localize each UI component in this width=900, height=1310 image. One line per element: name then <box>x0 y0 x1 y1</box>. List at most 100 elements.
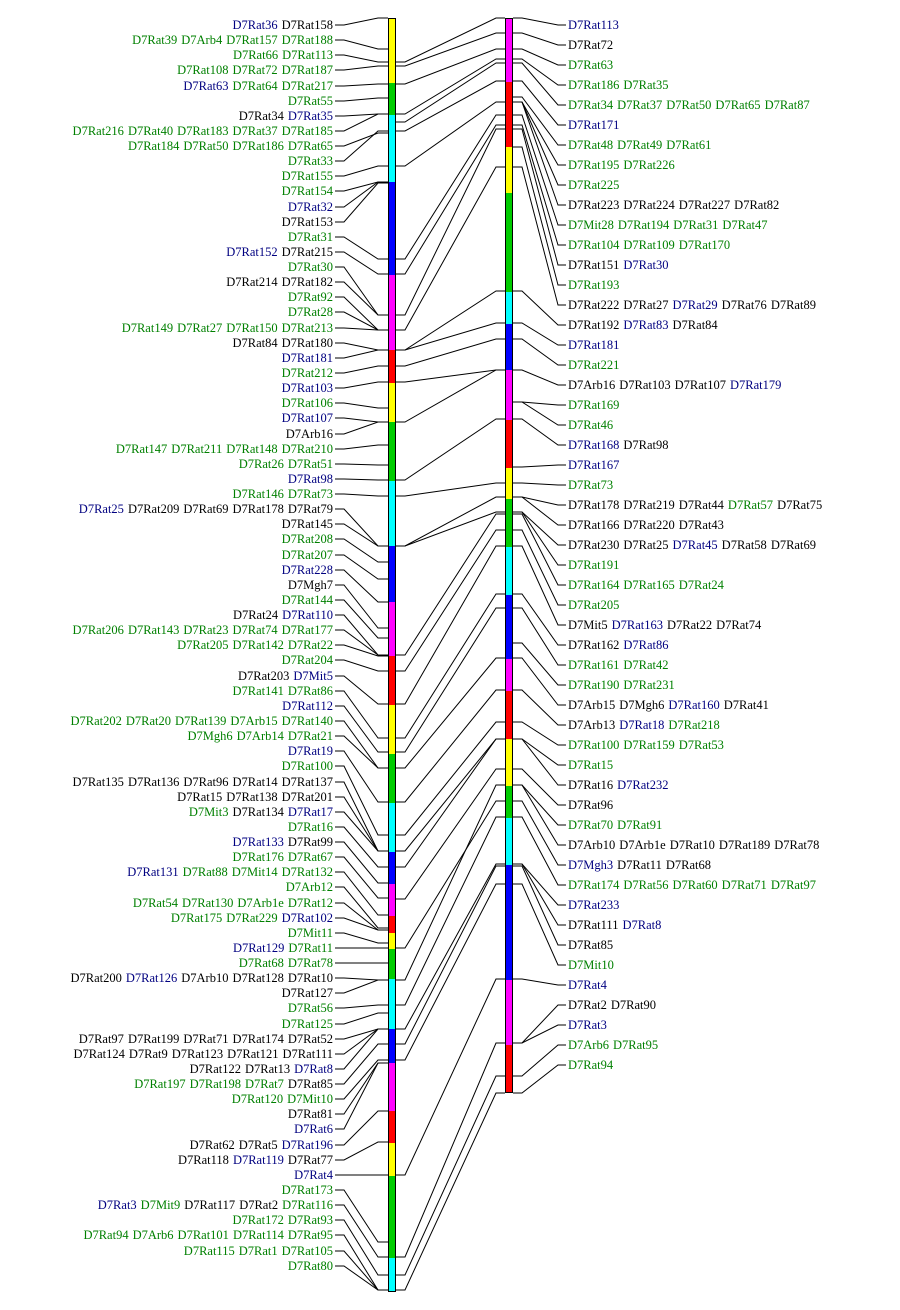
marker-name: D7Rat230 <box>568 538 620 552</box>
right-marker-label: D7Rat72 <box>568 38 613 52</box>
marker-name: D7Rat223 <box>568 198 620 212</box>
right-chromosome-segment <box>505 739 513 786</box>
homology-line <box>396 166 505 331</box>
right-chromosome-segment <box>505 865 513 980</box>
left-marker-label: D7Rat62 D7Rat5 D7Rat196 <box>190 1138 333 1152</box>
marker-name: D7Rat124 <box>73 1046 125 1061</box>
left-marker-label: D7Rat152 D7Rat215 <box>226 245 333 259</box>
marker-name: D7Rat34 <box>568 98 614 112</box>
marker-name: D7Rat226 <box>623 158 675 172</box>
marker-name: D7Rat231 <box>623 678 675 692</box>
right-marker-label: D7Rat174 D7Rat56 D7Rat60 D7Rat71 D7Rat97 <box>568 878 816 892</box>
left-leader-line <box>335 659 388 672</box>
right-leader-line <box>513 721 566 746</box>
left-leader-line <box>335 463 388 466</box>
right-marker-label: D7Rat3 <box>568 1018 607 1032</box>
left-marker-label: D7Rat197 D7Rat198 D7Rat7 D7Rat85 <box>134 1077 333 1091</box>
marker-name: D7Rat109 <box>623 238 675 252</box>
right-marker-label: D7Rat94 <box>568 1058 613 1072</box>
left-leader-line <box>335 765 388 836</box>
left-chromosome-segment <box>388 1258 396 1292</box>
marker-name: D7Rat162 <box>568 638 620 652</box>
marker-name: D7Rat60 <box>672 878 718 892</box>
marker-name: D7Rat78 <box>287 956 333 971</box>
right-marker-label: D7Arb6 D7Rat95 <box>568 1038 658 1052</box>
left-marker-label: D7Rat19 <box>288 744 333 758</box>
left-marker-label: D7Rat124 D7Rat9 D7Rat123 D7Rat121 D7Rat111 <box>73 1047 333 1061</box>
right-leader-line <box>513 290 566 326</box>
marker-name: D7Rat120 <box>231 1092 284 1107</box>
marker-name: D7Rat46 <box>568 418 614 432</box>
left-marker-label: D7Rat54 D7Rat130 D7Arb1e D7Rat12 <box>133 896 333 910</box>
marker-name: D7Rat152 <box>226 244 278 259</box>
right-marker-label: D7Rat225 <box>568 178 619 192</box>
left-marker-label: D7Rat30 <box>288 260 333 274</box>
homology-line <box>396 865 505 1045</box>
left-leader-line <box>335 750 388 803</box>
left-chromosome-segment <box>388 803 396 852</box>
marker-name: D7Rat16 <box>287 819 333 834</box>
right-leader-line <box>513 96 566 146</box>
left-marker-label: D7Mgh7 <box>288 578 333 592</box>
marker-name: D7Rat61 <box>666 138 712 152</box>
marker-name: D7Rat182 <box>281 275 333 290</box>
marker-name: D7Arb1e <box>237 895 284 910</box>
marker-name: D7Rat25 <box>623 538 669 552</box>
marker-name: D7Rat116 <box>282 1198 333 1213</box>
marker-name: D7Rat142 <box>232 638 284 653</box>
left-marker-label: D7Rat16 <box>288 820 333 834</box>
homology-line <box>396 513 505 656</box>
left-marker-label: D7Rat112 <box>282 699 333 713</box>
left-leader-line <box>335 781 388 852</box>
left-marker-label: D7Rat36 D7Rat158 <box>232 18 333 32</box>
marker-name: D7Rat112 <box>282 698 333 713</box>
right-leader-line <box>513 768 566 806</box>
right-marker-label: D7Mit10 <box>568 958 614 972</box>
marker-name: D7Rat32 <box>287 199 333 214</box>
left-marker-label: D7Rat81 <box>288 1107 333 1121</box>
left-marker-label: D7Rat214 D7Rat182 <box>226 275 333 289</box>
marker-name: D7Rat103 <box>619 378 671 392</box>
marker-name: D7Rat39 <box>132 33 178 48</box>
left-leader-line <box>335 856 388 899</box>
left-chromosome-segment <box>388 705 396 754</box>
marker-name: D7Rat170 <box>678 238 731 252</box>
marker-name: D7Rat43 <box>678 518 724 532</box>
marker-name: D7Rat77 <box>287 1152 333 1167</box>
homology-line <box>396 689 505 803</box>
left-marker-label: D7Rat212 <box>282 366 333 380</box>
left-marker-label: D7Rat120 D7Mit10 <box>232 1092 333 1106</box>
marker-name: D7Rat233 <box>568 898 620 912</box>
homology-line <box>396 511 505 547</box>
left-leader-line <box>335 1059 388 1100</box>
left-leader-line <box>335 979 388 994</box>
marker-name: D7Rat56 <box>287 1001 333 1016</box>
marker-name: D7Rat95 <box>612 1038 659 1052</box>
marker-name: D7Arb15 <box>568 698 616 712</box>
right-leader-line <box>513 816 566 886</box>
marker-name: D7Rat160 <box>668 698 720 712</box>
left-marker-label: D7Rat176 D7Rat67 <box>232 850 333 864</box>
homology-line <box>396 369 505 423</box>
marker-name: D7Rat215 <box>281 244 333 259</box>
left-chromosome-segment <box>388 852 396 884</box>
marker-name: D7Rat57 <box>727 498 774 512</box>
homology-line <box>396 800 505 949</box>
marker-name: D7Rat113 <box>282 48 333 63</box>
marker-name: D7Rat75 <box>777 498 823 512</box>
marker-name: D7Rat49 <box>617 138 663 152</box>
left-leader-line <box>335 251 388 275</box>
marker-name: D7Rat181 <box>568 338 620 352</box>
left-leader-line <box>335 65 388 71</box>
left-leader-line <box>335 917 388 931</box>
marker-name: D7Rat65 <box>715 98 761 112</box>
marker-name: D7Rat84 <box>232 335 278 350</box>
left-leader-line <box>335 690 388 739</box>
left-leader-line <box>335 902 388 931</box>
right-marker-label: D7Rat46 <box>568 418 613 432</box>
marker-name: D7Rat157 <box>226 33 278 48</box>
marker-name: D7Rat106 <box>281 396 333 411</box>
left-leader-line <box>335 841 388 884</box>
left-marker-label: D7Rat147 D7Rat211 D7Rat148 D7Rat210 <box>116 442 333 456</box>
right-leader-line <box>513 322 566 346</box>
